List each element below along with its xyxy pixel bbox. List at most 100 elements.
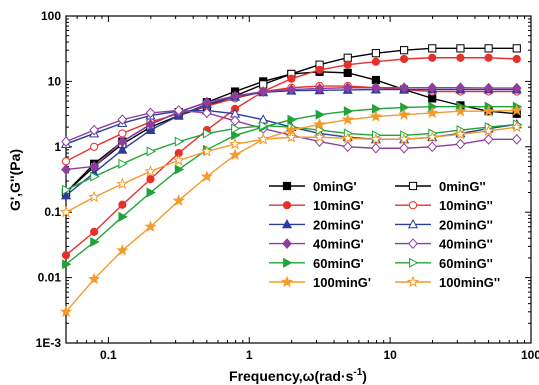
data-point (144, 220, 157, 232)
data-point (484, 44, 493, 53)
data-point (202, 128, 213, 139)
data-point (90, 142, 99, 151)
data-point (146, 146, 156, 157)
data-point (231, 130, 241, 141)
data-point (343, 53, 352, 62)
data-point (172, 194, 185, 206)
legend-marker (408, 181, 418, 191)
legend-label: 100minG'' (439, 275, 500, 290)
x-axis-title: Frequency,ω(rad·s-1) (229, 367, 367, 384)
data-point (428, 44, 437, 53)
y-tick-label: 1 (54, 140, 61, 154)
y-axis-title: G',G''(Pa) (7, 149, 23, 211)
data-point (399, 142, 409, 154)
data-point (118, 129, 127, 138)
data-point (60, 190, 72, 200)
legend-marker (406, 275, 420, 288)
legend-entry: 60minG'' (395, 256, 493, 271)
legend-label: 10minG'' (439, 198, 493, 213)
data-point (315, 109, 326, 120)
data-point (399, 46, 409, 55)
data-point (483, 134, 494, 145)
data-point (116, 177, 129, 190)
data-point (201, 96, 212, 108)
legend-label: 40minG'' (439, 237, 493, 252)
data-point (343, 106, 354, 117)
legend-marker (282, 181, 292, 191)
legend-label: 0minG'' (439, 179, 486, 194)
data-point (145, 107, 156, 119)
data-point (455, 138, 466, 150)
series-6 (61, 82, 522, 175)
data-point (315, 65, 324, 74)
data-point (456, 44, 465, 53)
legend-marker (408, 201, 418, 210)
legend-label: 60minG'' (439, 256, 493, 271)
y-tick-label: 1E-3 (36, 336, 62, 350)
data-point (313, 117, 326, 130)
data-point (426, 130, 439, 143)
data-point (172, 153, 185, 166)
data-point (286, 84, 297, 95)
legend-marker (283, 257, 293, 268)
legend-label: 40minG' (313, 237, 364, 252)
data-point (511, 134, 522, 145)
legend-entry: 60minG' (269, 256, 364, 271)
legend: 0minG' 0minG'' 10minG' 10minG'' 20minG' 20min… (269, 179, 500, 290)
data-point (484, 53, 493, 62)
data-point (230, 115, 240, 127)
data-point (201, 107, 212, 119)
legend-label: 0minG' (313, 179, 357, 194)
data-point (428, 94, 437, 103)
data-point (257, 132, 270, 145)
legend-entry: 20minG' (269, 217, 364, 232)
legend-label: 10minG' (313, 198, 364, 213)
legend-label: 60minG' (313, 256, 364, 271)
data-point (512, 44, 521, 53)
data-point (400, 102, 410, 113)
data-point (61, 157, 71, 166)
data-point (510, 120, 523, 133)
data-point (287, 114, 297, 125)
data-point (228, 148, 242, 161)
data-point (231, 123, 241, 134)
legend-marker (280, 275, 294, 288)
data-point (314, 83, 325, 94)
data-point (399, 82, 409, 94)
data-point (428, 53, 437, 62)
data-point (117, 114, 128, 126)
data-point (341, 131, 354, 144)
tick-labels: 0.1 1 10 100 1E-3 0.01 0.1 1 10 100 (36, 9, 539, 362)
data-point (59, 205, 73, 218)
data-point (426, 106, 439, 119)
data-point (341, 113, 354, 125)
data-point (89, 161, 100, 172)
data-point (371, 103, 382, 114)
data-point (397, 132, 411, 145)
x-axis-title-main: Frequency,ω(rad·s (229, 368, 354, 384)
legend-entry: 10minG' (269, 198, 364, 213)
data-point (342, 141, 353, 153)
data-point (174, 164, 185, 175)
data-point (61, 164, 71, 175)
legend-label: 20minG'' (439, 217, 493, 232)
x-tick-label: 1 (246, 348, 253, 362)
data-point (59, 305, 73, 317)
data-point (287, 74, 296, 83)
data-point (258, 86, 269, 97)
legend-entry: 10minG'' (395, 198, 493, 213)
plot-frame (65, 15, 532, 344)
data-point (90, 227, 99, 236)
data-point (146, 187, 156, 198)
data-point (118, 158, 128, 169)
x-axis-title-end: ) (362, 368, 367, 384)
data-point (482, 104, 495, 117)
y-tick-label: 10 (48, 74, 62, 88)
legend-entry: 40minG' (269, 237, 364, 252)
legend-entry: 100minG' (269, 275, 371, 290)
x-tick-label: 0.1 (100, 348, 117, 362)
legend-entry: 40minG'' (395, 237, 493, 252)
x-tick-label: 10 (383, 348, 397, 362)
data-point (456, 53, 465, 62)
